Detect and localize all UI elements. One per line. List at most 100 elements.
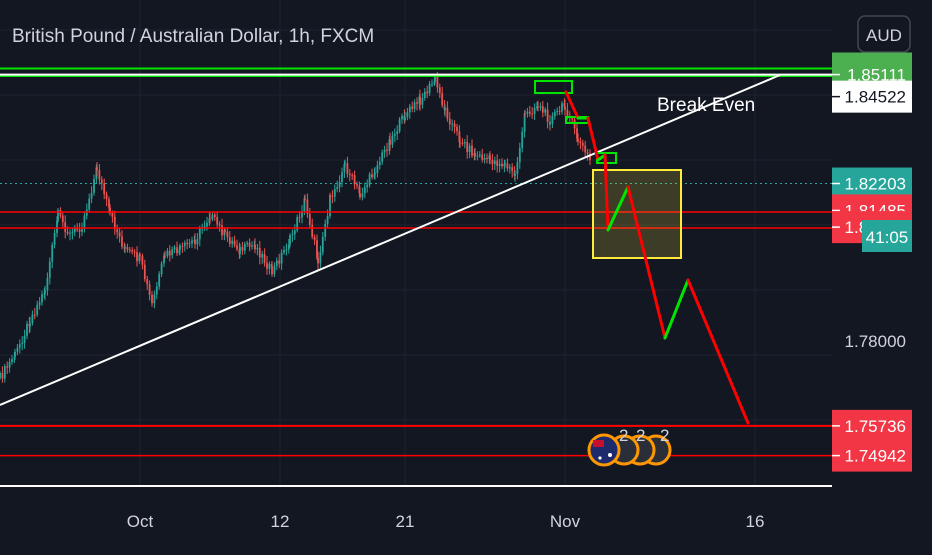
- candle-body: [381, 152, 384, 162]
- candle-body: [173, 247, 176, 250]
- candle-body: [293, 230, 296, 235]
- candle-body: [456, 126, 458, 132]
- projection-up: [663, 278, 690, 340]
- candle-body: [160, 263, 163, 275]
- candle-body: [346, 163, 349, 174]
- candle-body: [133, 251, 136, 253]
- candle-body: [317, 257, 319, 264]
- candle-body: [226, 231, 229, 238]
- candle-body: [406, 112, 409, 118]
- candle-body: [275, 260, 278, 266]
- candle-body: [71, 232, 74, 234]
- candle-body: [448, 118, 451, 125]
- candle-body: [64, 222, 67, 232]
- candle-body: [576, 128, 578, 139]
- candle-body: [1, 373, 4, 379]
- candle-body: [366, 184, 369, 188]
- candle-body: [96, 167, 98, 170]
- candle-body: [444, 107, 446, 111]
- candle-body: [389, 139, 391, 145]
- candle-body: [224, 229, 226, 232]
- candle-body: [539, 106, 542, 108]
- candle-body: [391, 135, 394, 145]
- candle-body: [589, 153, 591, 161]
- candle-body: [113, 216, 116, 230]
- candle-body: [343, 163, 346, 173]
- candle-body: [76, 228, 79, 230]
- candle-body: [178, 249, 181, 254]
- candle-body: [324, 223, 327, 238]
- candle-body: [531, 113, 534, 115]
- candle-body: [118, 232, 121, 237]
- candle-body: [61, 215, 64, 223]
- time-tick-label: Nov: [550, 512, 581, 531]
- candle-body: [278, 260, 281, 264]
- candle-body: [73, 228, 76, 233]
- currency-button[interactable]: AUD: [857, 15, 911, 53]
- candle-body: [579, 141, 582, 144]
- candle-body: [561, 103, 563, 112]
- candle-body: [186, 242, 189, 244]
- candle-body: [53, 232, 56, 245]
- candle-body: [16, 347, 19, 352]
- candle-body: [271, 266, 273, 275]
- candle-body: [524, 113, 526, 115]
- candle-body: [90, 192, 93, 199]
- candle-body: [29, 323, 31, 327]
- candle-body: [14, 351, 16, 358]
- candle-body: [8, 362, 11, 368]
- candle-body: [308, 213, 311, 225]
- event-badges[interactable]: 2 2 2: [587, 426, 672, 467]
- price-label-text: 1.82203: [845, 175, 906, 194]
- candle-body: [471, 145, 473, 156]
- projection-down: [603, 153, 610, 232]
- time-tick-label: Oct: [127, 512, 154, 531]
- candle-body: [285, 249, 288, 251]
- candle-body: [408, 106, 411, 113]
- candle-body: [319, 252, 322, 264]
- candle-body: [218, 224, 221, 226]
- projection-down: [626, 185, 667, 340]
- candle-body: [329, 195, 331, 197]
- candle-body: [216, 216, 219, 225]
- currency-label: AUD: [866, 26, 902, 45]
- candle-body: [311, 224, 314, 237]
- candle-body: [121, 236, 123, 247]
- candle-body: [13, 357, 16, 360]
- projection-up: [606, 185, 630, 232]
- trendline: [0, 74, 781, 406]
- candle-body: [393, 134, 396, 136]
- price-label-text: 1.74942: [845, 447, 906, 466]
- candle-body: [231, 240, 234, 244]
- candle-body: [549, 123, 551, 125]
- drawings: [0, 67, 832, 487]
- candle-body: [171, 249, 174, 256]
- candle-body: [166, 250, 169, 256]
- chart-title: British Pound / Australian Dollar, 1h, F…: [12, 26, 374, 47]
- candle-body: [116, 229, 119, 233]
- candle-body: [179, 245, 181, 250]
- candle-body: [341, 172, 343, 183]
- candle-body: [69, 232, 71, 234]
- countdown-text: 41:05: [866, 228, 909, 247]
- candle-body: [541, 106, 544, 113]
- candle-body: [153, 294, 156, 304]
- candle-body: [356, 184, 358, 186]
- candle-body: [148, 284, 151, 295]
- candle-body: [376, 165, 379, 174]
- time-axis[interactable]: Oct 12 21 Nov 16: [127, 512, 765, 531]
- candle-body: [374, 173, 376, 175]
- candle-body: [383, 149, 386, 153]
- entry-marker: [534, 80, 573, 94]
- candle-body: [44, 290, 46, 294]
- candle-body: [316, 240, 318, 258]
- candle-body: [213, 214, 216, 217]
- candle-body: [158, 274, 161, 287]
- candle-body: [489, 155, 491, 160]
- candle-body: [138, 254, 141, 262]
- candle-body: [181, 245, 184, 247]
- candle-body: [56, 220, 58, 233]
- price-label-tag: [832, 439, 912, 472]
